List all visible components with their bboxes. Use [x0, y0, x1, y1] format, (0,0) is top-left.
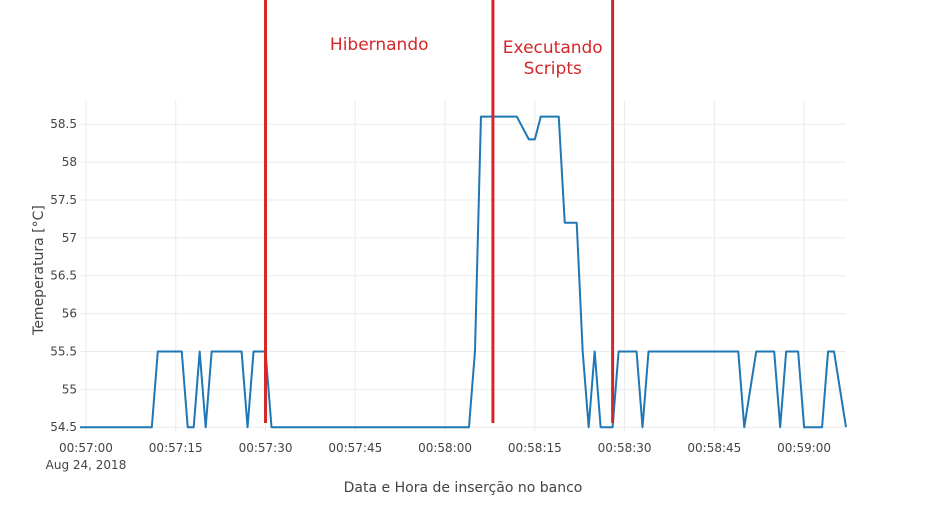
annotation-text: Executando [503, 38, 603, 58]
x-tick-label: 00:57:15 [149, 441, 203, 455]
series-layer [80, 115, 847, 429]
y-tick-label: 56.5 [50, 269, 77, 283]
y-axis-title: Temeperatura [°C] [31, 205, 47, 336]
x-tick-label: 00:58:15 [508, 441, 562, 455]
x-tick-label: 00:57:45 [328, 441, 382, 455]
annotation-text: Scripts [524, 59, 582, 79]
x-tick-label: 00:58:45 [687, 441, 741, 455]
y-tick-labels: 54.5 55 55.5 56 56.5 57 57.5 58 58.5 [50, 117, 77, 434]
x-axis-title: Data e Hora de inserção no banco [344, 480, 583, 496]
y-tick-label: 55.5 [50, 344, 77, 358]
x-tick-label: 00:59:00 [777, 441, 831, 455]
y-tick-label: 55 [62, 382, 77, 396]
y-tick-label: 56 [62, 307, 77, 321]
temperature-series-line [80, 115, 847, 429]
x-tick-label: 00:57:00 [59, 441, 113, 455]
y-tick-label: 54.5 [50, 420, 77, 434]
x-tick-label: 00:57:30 [239, 441, 293, 455]
x-tick-label: 00:58:00 [418, 441, 472, 455]
x-tick-label: 00:58:30 [598, 441, 652, 455]
y-tick-label: 57 [62, 231, 77, 245]
marker-lines [264, 0, 615, 423]
annotation-text: Hibernando [330, 35, 429, 55]
y-tick-label: 58.5 [50, 117, 77, 131]
y-tick-label: 57.5 [50, 193, 77, 207]
grid [80, 100, 846, 431]
y-tick-label: 58 [62, 155, 77, 169]
x-tick-sublabel: Aug 24, 2018 [46, 458, 127, 472]
x-tick-labels: 00:57:00 Aug 24, 2018 00:57:15 00:57:30 00:5… [46, 441, 831, 472]
